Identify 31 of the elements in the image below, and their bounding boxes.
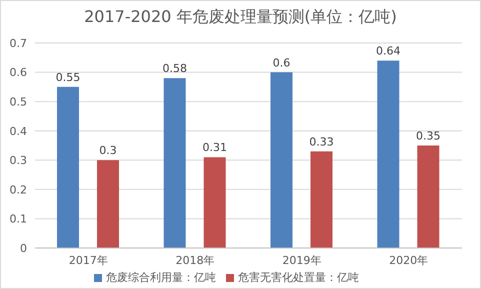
legend-label: 危害无害化处置量：亿吨 bbox=[238, 271, 359, 284]
bar bbox=[164, 78, 186, 248]
x-tick-label: 2017年 bbox=[68, 254, 108, 267]
y-tick-label: 0 bbox=[20, 242, 27, 255]
data-label: 0.3 bbox=[99, 144, 117, 158]
legend-label: 危废综合利用量：亿吨 bbox=[106, 271, 216, 284]
bar bbox=[417, 146, 440, 248]
x-tick-label: 2019年 bbox=[282, 254, 322, 267]
data-label: 0.58 bbox=[162, 62, 187, 76]
y-tick-label: 0.1 bbox=[10, 212, 27, 226]
data-label: 0.35 bbox=[416, 130, 440, 142]
data-label: 0.6 bbox=[272, 56, 290, 70]
bar bbox=[377, 60, 400, 248]
y-tick-label: 0.3 bbox=[10, 154, 27, 168]
bar bbox=[310, 151, 332, 248]
y-tick-label: 0.7 bbox=[10, 36, 27, 50]
bar bbox=[270, 72, 292, 248]
data-label: 0.31 bbox=[202, 141, 227, 154]
bar bbox=[204, 157, 226, 248]
x-tick-label: 2020年 bbox=[389, 254, 428, 267]
x-tick-label: 2018年 bbox=[176, 254, 215, 267]
y-tick-label: 0.6 bbox=[10, 66, 27, 80]
bar bbox=[97, 160, 119, 248]
y-tick-label: 0.4 bbox=[10, 124, 27, 138]
data-label: 0.33 bbox=[309, 135, 334, 148]
chart-title: 2017-2020 年危废处理量预测(单位：亿吨) bbox=[83, 7, 398, 28]
y-tick-label: 0.2 bbox=[10, 183, 27, 196]
bar bbox=[57, 86, 79, 248]
data-label: 0.64 bbox=[376, 44, 400, 58]
data-label: 0.55 bbox=[56, 70, 80, 84]
y-tick-label: 0.5 bbox=[10, 95, 27, 108]
